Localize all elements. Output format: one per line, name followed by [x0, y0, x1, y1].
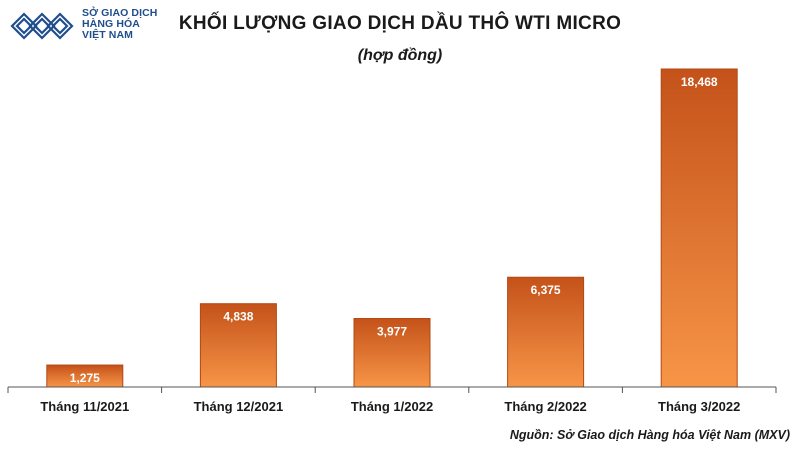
- chart-subtitle: (hợp đồng): [357, 47, 443, 64]
- bar-value-label: 1,275: [70, 371, 100, 385]
- diamond-chain-logo-icon: [10, 12, 74, 40]
- bar-value-label: 3,977: [377, 325, 407, 339]
- x-tick-label: Tháng 11/2021: [40, 399, 129, 414]
- logo-line: HÀNG HÓA: [82, 18, 140, 30]
- chart-title: KHỐI LƯỢNG GIAO DỊCH DẦU THÔ WTI MICRO: [178, 13, 622, 34]
- mxv-logo: SỞ GIAO DỊCH HÀNG HÓA VIỆT NAM: [8, 6, 208, 46]
- bar-value-label: 6,375: [531, 283, 561, 297]
- bar-value-label: 18,468: [681, 75, 718, 89]
- logo-line: SỞ GIAO DỊCH: [82, 7, 158, 19]
- bar: [660, 68, 738, 388]
- source-note: Nguồn: Sở Giao dịch Hàng hóa Việt Nam (M…: [509, 428, 790, 442]
- x-tick-label: Tháng 3/2022: [658, 399, 740, 414]
- logo-text: SỞ GIAO DỊCH HÀNG HÓA VIỆT NAM: [82, 8, 158, 41]
- x-tick-label: Tháng 2/2022: [504, 399, 586, 414]
- logo-line: VIỆT NAM: [82, 29, 133, 41]
- bar-value-label: 4,838: [223, 310, 253, 324]
- x-tick-label: Tháng 12/2021: [194, 399, 284, 414]
- x-tick-label: Tháng 1/2022: [351, 399, 433, 414]
